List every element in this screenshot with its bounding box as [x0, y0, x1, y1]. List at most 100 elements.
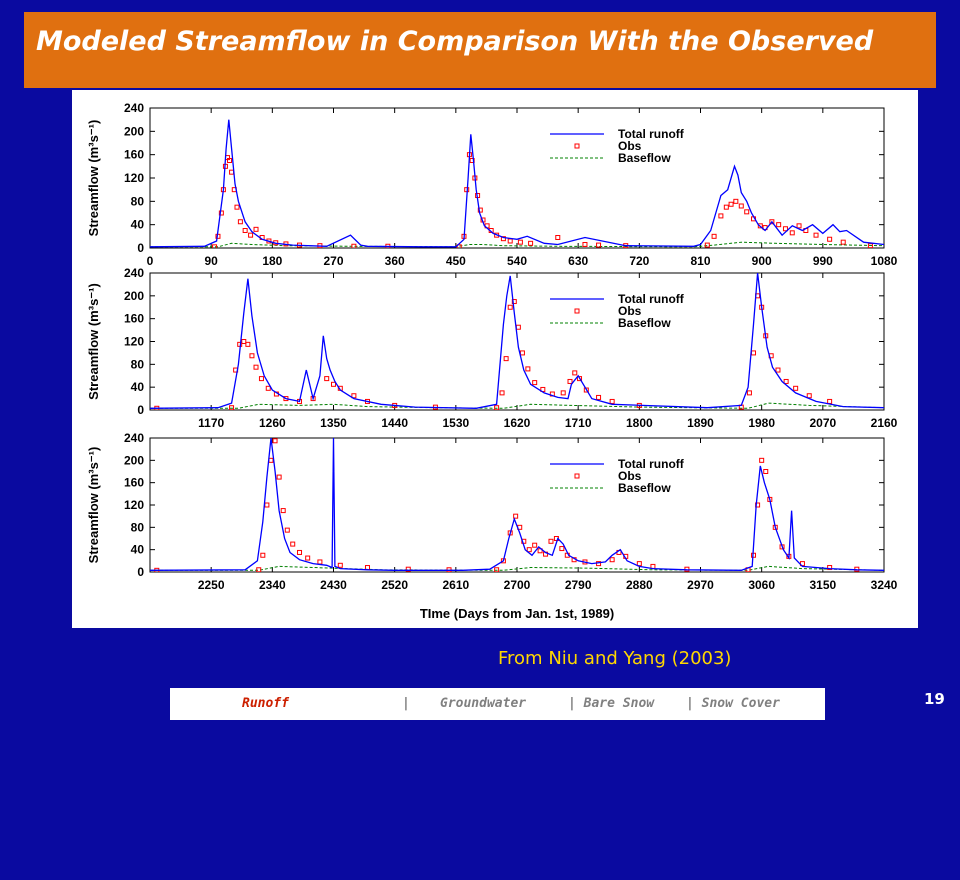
y-tick-label: 160	[124, 312, 144, 326]
x-tick-label: 3060	[748, 578, 775, 592]
obs-point	[276, 474, 282, 480]
nav-item-runoff[interactable]: Runoff	[242, 696, 289, 711]
obs-point	[636, 561, 642, 567]
obs-point	[728, 201, 734, 207]
obs-point	[494, 567, 500, 572]
obs-point	[212, 244, 218, 248]
obs-point	[284, 527, 290, 533]
obs-point	[827, 236, 833, 242]
obs-point	[477, 207, 483, 213]
obs-point	[337, 562, 343, 568]
obs-point	[227, 158, 233, 163]
x-tick-label: 2880	[626, 578, 653, 592]
y-tick-label: 80	[131, 520, 145, 534]
nav-item-groundwater[interactable]: Groundwater	[440, 696, 527, 711]
obs-point	[517, 239, 523, 245]
obs-point	[229, 405, 235, 410]
obs-point	[711, 233, 717, 239]
x-tick-label: 360	[385, 254, 405, 268]
x-tick-label: 1710	[565, 416, 592, 430]
obs-point	[317, 559, 323, 565]
x-tick-label: 900	[752, 254, 772, 268]
x-tick-label: 1530	[442, 416, 469, 430]
x-tick-label: 1620	[504, 416, 531, 430]
obs-point	[264, 502, 270, 508]
x-tick-label: 2700	[504, 578, 531, 592]
x-tick-label: 2970	[687, 578, 714, 592]
legend-label-obs: Obs	[618, 304, 642, 318]
legend-label-obs: Obs	[618, 139, 642, 153]
obs-point	[596, 242, 602, 248]
obs-point	[718, 213, 724, 219]
total-runoff-line	[150, 438, 884, 571]
obs-point	[528, 240, 534, 246]
legend-label-total-runoff: Total runoff	[618, 457, 685, 471]
obs-point	[253, 364, 259, 370]
x-tick-label: 2610	[442, 578, 469, 592]
legend-label-baseflow: Baseflow	[618, 151, 671, 165]
obs-point	[456, 244, 462, 248]
y-tick-label: 80	[131, 357, 145, 371]
chart-panel-3: 0 40 80 120 160 200 240 2250 2340 2430 2520 2610 270…	[86, 431, 898, 592]
obs-point	[813, 232, 819, 238]
x-tick-label: 720	[629, 254, 649, 268]
legend-label-total-runoff: Total runoff	[618, 127, 685, 141]
series-group	[150, 119, 884, 248]
obs-point	[609, 398, 615, 404]
y-tick-label: 200	[124, 289, 144, 303]
x-tick-label: 2160	[871, 416, 898, 430]
obs-point	[229, 169, 235, 175]
x-tick-label: 1260	[259, 416, 286, 430]
obs-point	[351, 243, 357, 248]
obs-point	[242, 228, 248, 233]
obs-point	[559, 546, 565, 552]
obs-point	[572, 370, 578, 376]
x-tick-label: 1440	[381, 416, 408, 430]
nav-item-snow-cover[interactable]: | Snow Cover	[686, 696, 780, 711]
y-tick-label: 200	[124, 124, 144, 138]
x-tick-label: 180	[262, 254, 282, 268]
obs-point	[519, 350, 525, 356]
y-axis-title: Streamflow (m³s⁻¹)	[86, 120, 101, 237]
obs-point	[260, 552, 266, 558]
obs-point	[525, 366, 531, 372]
obs-point	[560, 390, 566, 396]
plot-frame	[149, 272, 885, 411]
obs-point	[793, 385, 799, 391]
obs-point	[806, 393, 812, 399]
legend-label-obs: Obs	[618, 469, 642, 483]
x-tick-label: 2430	[320, 578, 347, 592]
x-tick-label: 2520	[381, 578, 408, 592]
x-tick-label: 2070	[809, 416, 836, 430]
y-tick-label: 80	[131, 194, 145, 208]
obs-point	[751, 350, 757, 356]
obs-point	[272, 438, 278, 444]
x-axis-title: TIme (Days from Jan. 1st, 1989)	[420, 606, 614, 621]
obs-point	[499, 390, 505, 396]
series-group	[150, 273, 884, 410]
x-tick-label: 3150	[809, 578, 836, 592]
x-tick-label: 1350	[320, 416, 347, 430]
x-tick-label: 540	[507, 254, 527, 268]
obs-point	[507, 304, 513, 310]
obs-point	[609, 557, 615, 563]
x-tick-label: 1170	[198, 416, 224, 430]
y-axis-title: Streamflow (m³s⁻¹)	[86, 447, 101, 564]
obs-point	[234, 204, 240, 210]
obs-point	[796, 223, 802, 229]
chart-panel-1: 0 40 80 120 160 200 240 0 90 180 270 360 450 540 630 72…	[86, 101, 898, 268]
obs-point	[258, 376, 264, 382]
x-tick-label: 2340	[259, 578, 286, 592]
obs-point	[513, 513, 519, 519]
section-nav-bar: Runoff | Groundwater | Bare Snow | Snow …	[170, 688, 825, 720]
obs-point	[789, 230, 795, 236]
legend-label-baseflow: Baseflow	[618, 481, 671, 495]
obs-point	[532, 542, 538, 548]
nav-item-bare-snow[interactable]: | Bare Snow	[568, 696, 655, 711]
legend-swatch-obs	[574, 473, 580, 479]
obs-point	[827, 398, 833, 404]
obs-point	[237, 219, 243, 225]
obs-point	[265, 385, 271, 391]
